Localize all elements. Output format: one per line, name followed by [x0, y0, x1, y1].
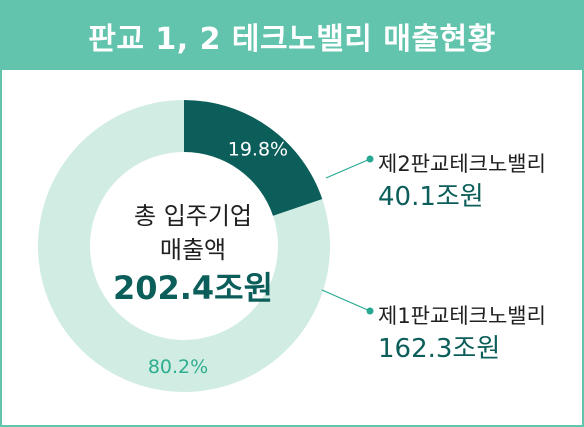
center-label-line1: 총 입주기업 [133, 202, 253, 230]
donut-slice-2 [38, 100, 331, 392]
slice-percent-label-2: 80.2% [148, 356, 208, 378]
title-bar: 판교 1, 2 테크노밸리 매출현황 [2, 2, 582, 70]
chart-title: 판교 1, 2 테크노밸리 매출현황 [88, 22, 496, 57]
slice-percent-label-1: 19.8% [228, 138, 288, 160]
leader-line-1 [325, 158, 371, 179]
leader-dot-1 [366, 155, 374, 163]
donut-slice-1 [184, 100, 323, 216]
legend-name-tech1: 제1판교테크노밸리 [378, 304, 546, 328]
center-label-line2: 매출액 [159, 236, 227, 264]
legend-name-tech2: 제2판교테크노밸리 [378, 152, 546, 176]
legend-value-tech2: 40.1조원 [378, 182, 484, 212]
legend-value-tech1: 162.3조원 [378, 334, 501, 364]
center-total-value: 202.4조원 [112, 269, 274, 307]
leader-dot-2 [366, 307, 374, 315]
leader-line-2 [321, 289, 371, 312]
